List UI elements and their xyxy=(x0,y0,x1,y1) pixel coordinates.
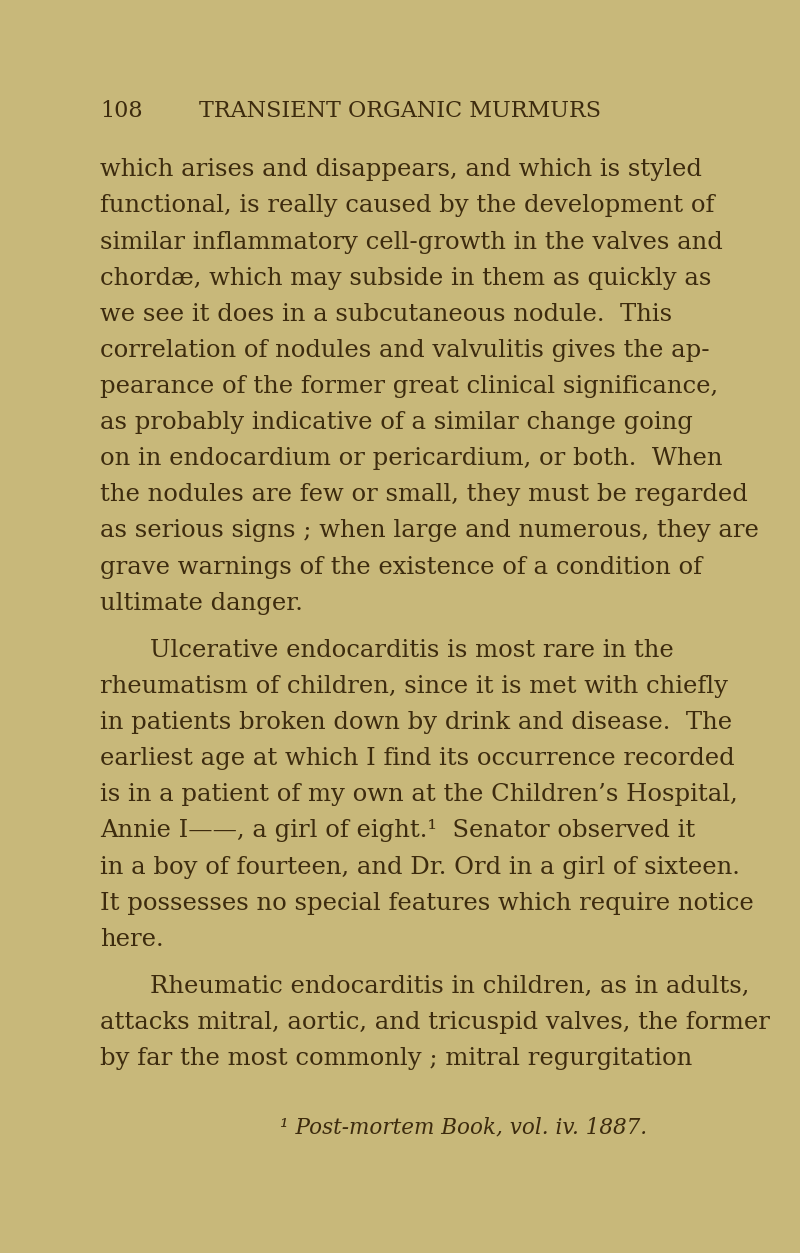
Text: TRANSIENT ORGANIC MURMURS: TRANSIENT ORGANIC MURMURS xyxy=(199,100,601,122)
Text: chordæ, which may subside in them as quickly as: chordæ, which may subside in them as qui… xyxy=(100,267,711,289)
Text: functional, is really caused by the development of: functional, is really caused by the deve… xyxy=(100,194,714,218)
Text: here.: here. xyxy=(100,927,164,951)
Text: the nodules are few or small, they must be regarded: the nodules are few or small, they must … xyxy=(100,484,748,506)
Text: correlation of nodules and valvulitis gives the ap-: correlation of nodules and valvulitis gi… xyxy=(100,338,710,362)
Text: we see it does in a subcutaneous nodule.  This: we see it does in a subcutaneous nodule.… xyxy=(100,303,672,326)
Text: grave warnings of the existence of a condition of: grave warnings of the existence of a con… xyxy=(100,555,702,579)
Text: on in endocardium or pericardium, or both.  When: on in endocardium or pericardium, or bot… xyxy=(100,447,722,470)
Text: Annie I——, a girl of eight.¹  Senator observed it: Annie I——, a girl of eight.¹ Senator obs… xyxy=(100,819,695,842)
Text: which arises and disappears, and which is styled: which arises and disappears, and which i… xyxy=(100,158,702,182)
Text: similar inflammatory cell-growth in the valves and: similar inflammatory cell-growth in the … xyxy=(100,231,722,253)
Text: by far the most commonly ; mitral regurgitation: by far the most commonly ; mitral regurg… xyxy=(100,1048,692,1070)
Text: Rheumatic endocarditis in children, as in adults,: Rheumatic endocarditis in children, as i… xyxy=(150,975,750,997)
Text: Ulcerative endocarditis is most rare in the: Ulcerative endocarditis is most rare in … xyxy=(150,639,674,662)
Text: rheumatism of children, since it is met with chiefly: rheumatism of children, since it is met … xyxy=(100,675,728,698)
Text: ¹ Post-mortem Book, vol. iv. 1887.: ¹ Post-mortem Book, vol. iv. 1887. xyxy=(280,1116,647,1139)
Text: pearance of the former great clinical significance,: pearance of the former great clinical si… xyxy=(100,375,718,398)
Text: attacks mitral, aortic, and tricuspid valves, the former: attacks mitral, aortic, and tricuspid va… xyxy=(100,1011,770,1034)
Text: 108: 108 xyxy=(100,100,142,122)
Text: in patients broken down by drink and disease.  The: in patients broken down by drink and dis… xyxy=(100,712,732,734)
Text: as serious signs ; when large and numerous, they are: as serious signs ; when large and numero… xyxy=(100,520,759,543)
Text: It possesses no special features which require notice: It possesses no special features which r… xyxy=(100,892,754,915)
Text: as probably indicative of a similar change going: as probably indicative of a similar chan… xyxy=(100,411,693,434)
Text: ultimate danger.: ultimate danger. xyxy=(100,591,303,615)
Text: earliest age at which I find its occurrence recorded: earliest age at which I find its occurre… xyxy=(100,747,734,771)
Text: is in a patient of my own at the Children’s Hospital,: is in a patient of my own at the Childre… xyxy=(100,783,738,807)
Text: in a boy of fourteen, and Dr. Ord in a girl of sixteen.: in a boy of fourteen, and Dr. Ord in a g… xyxy=(100,856,740,878)
